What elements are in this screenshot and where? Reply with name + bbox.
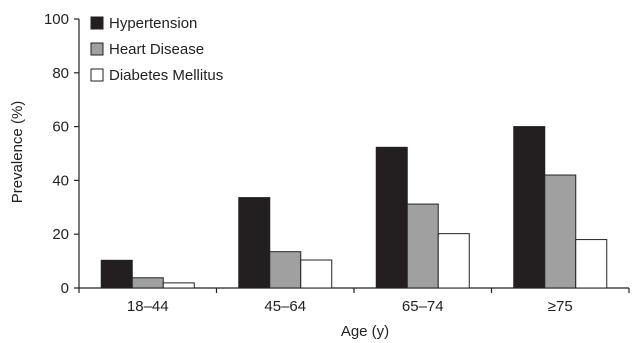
bar-hypertension-1	[238, 197, 271, 289]
bar-diabetes-mellitus-3	[575, 239, 608, 289]
legend: Hypertension Heart Disease Diabetes Mellit…	[90, 15, 223, 84]
bar-diabetes-mellitus-1	[300, 259, 333, 289]
y-tick-label: 100	[44, 11, 69, 28]
x-tick-label: 18–44	[127, 298, 169, 315]
bar-hypertension-3	[513, 126, 546, 289]
bar-hypertension-0	[100, 259, 133, 289]
y-tick-label: 60	[52, 119, 69, 136]
bar-diabetes-mellitus-0	[162, 282, 195, 289]
bar-heart-disease-1	[269, 251, 302, 289]
bars	[100, 126, 608, 289]
x-tick-label: 65–74	[402, 298, 444, 315]
bar-diabetes-mellitus-2	[437, 233, 470, 289]
y-tick-label: 0	[61, 280, 69, 297]
x-tick-label: ≥75	[548, 298, 573, 315]
y-tick-label: 40	[52, 172, 69, 189]
bar-heart-disease-3	[544, 174, 577, 289]
x-axis-title: Age (y)	[341, 323, 389, 340]
legend-label: Heart Disease	[109, 41, 204, 58]
y-tick-label: 80	[52, 65, 69, 82]
y-axis-title: Prevalence (%)	[9, 101, 26, 204]
bar-heart-disease-0	[131, 277, 164, 289]
bar-heart-disease-2	[406, 203, 439, 289]
tick-labels: 0 20 40 60 80 100 18–44 45–64 65–74 ≥75	[44, 11, 573, 315]
x-tick-label: 45–64	[264, 298, 306, 315]
legend-swatch	[90, 42, 104, 56]
legend-swatch	[90, 16, 104, 30]
y-tick-label: 20	[52, 226, 69, 243]
legend-label: Hypertension	[109, 15, 197, 32]
legend-swatch	[90, 68, 104, 82]
bar-hypertension-2	[375, 146, 408, 289]
legend-label: Diabetes Mellitus	[109, 67, 223, 84]
